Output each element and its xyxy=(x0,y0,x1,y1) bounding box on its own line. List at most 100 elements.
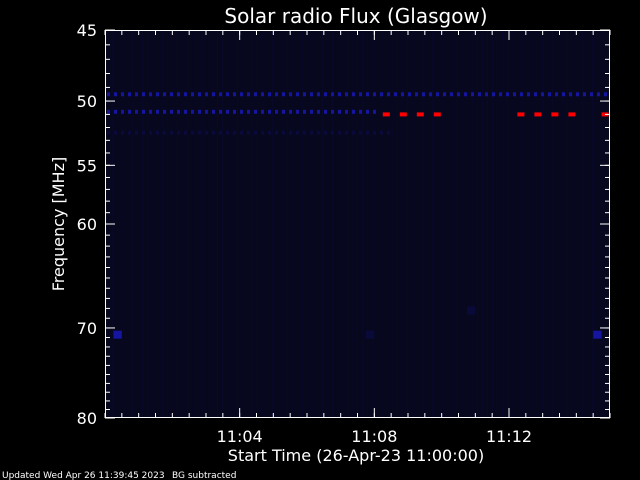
emission-band-segment xyxy=(233,109,236,114)
noise-streak xyxy=(297,31,298,417)
emission-band-segment xyxy=(170,92,173,97)
emission-band-segment xyxy=(135,109,138,114)
emission-band-segment xyxy=(177,109,180,114)
noise-streak xyxy=(347,31,348,417)
noise-streak xyxy=(157,31,158,417)
noise-streak xyxy=(367,31,368,417)
emission-band-segment xyxy=(317,130,320,135)
noise-streak xyxy=(162,31,163,417)
emission-band-segment xyxy=(303,109,306,114)
noise-streak xyxy=(182,31,183,417)
x-axis-label: Start Time (26-Apr-23 11:00:00) xyxy=(228,446,484,465)
noise-streak xyxy=(192,31,193,417)
emission-band-segment xyxy=(205,92,208,97)
noise-streak xyxy=(557,31,558,417)
emission-band-segment xyxy=(135,92,138,97)
noise-streak xyxy=(317,31,318,417)
emission-band-segment xyxy=(128,92,131,97)
emission-band-segment xyxy=(289,92,292,97)
emission-band-segment xyxy=(492,92,495,97)
noise-streak xyxy=(352,31,353,417)
noise-streak xyxy=(302,31,303,417)
emission-band-segment xyxy=(254,92,257,97)
y-axis: 45 50 55 60 70 80 xyxy=(77,21,610,428)
noise-streak xyxy=(227,31,228,417)
emission-band-segment xyxy=(324,130,327,135)
emission-band-segment xyxy=(282,109,285,114)
emission-band-segment xyxy=(387,92,390,97)
emission-band-segment xyxy=(296,109,299,114)
emission-band-segment xyxy=(163,109,166,114)
noise-streak xyxy=(567,31,568,417)
noise-streak xyxy=(292,31,293,417)
emission-band-segment xyxy=(464,92,467,97)
emission-band-segment xyxy=(436,92,439,97)
emission-band-segment xyxy=(198,109,201,114)
emission-band-segment xyxy=(268,109,271,114)
emission-band-segment xyxy=(247,92,250,97)
noise-streak xyxy=(322,31,323,417)
emission-band-segment xyxy=(177,92,180,97)
emission-band-segment xyxy=(366,92,369,97)
emission-band-segment xyxy=(226,130,229,135)
emission-band-segment xyxy=(331,109,334,114)
emission-band-segment xyxy=(310,92,313,97)
noise-streak xyxy=(432,31,433,417)
emission-band-segment xyxy=(268,92,271,97)
noise-streak xyxy=(177,31,178,417)
noise-streak xyxy=(132,31,133,417)
noise-streak xyxy=(532,31,533,417)
plot-background xyxy=(105,30,610,418)
emission-spot xyxy=(113,330,122,339)
emission-band-segment xyxy=(247,109,250,114)
emission-band-segment xyxy=(254,109,257,114)
emission-band-segment xyxy=(107,92,110,97)
noise-streak xyxy=(357,31,358,417)
emission-band-segment xyxy=(149,130,152,135)
noise-streak xyxy=(472,31,473,417)
emission-band-segment xyxy=(261,109,264,114)
emission-band-segment xyxy=(254,130,257,135)
noise-streak xyxy=(197,31,198,417)
emission-band-segment xyxy=(317,92,320,97)
emission-band-segment xyxy=(541,92,544,97)
emission-band-segment xyxy=(156,92,159,97)
noise-streak xyxy=(537,31,538,417)
emission-band-segment xyxy=(338,130,341,135)
emission-band-segment xyxy=(527,92,530,97)
emission-band-segment xyxy=(408,92,411,97)
emission-band-segment xyxy=(191,109,194,114)
noise-streak xyxy=(362,31,363,417)
emission-band-segment xyxy=(128,130,131,135)
emission-burst-segment xyxy=(433,112,441,117)
noise-streak xyxy=(262,31,263,417)
noise-streak xyxy=(582,31,583,417)
emission-band-segment xyxy=(597,92,600,97)
noise-streak xyxy=(402,31,403,417)
emission-band-segment xyxy=(373,92,376,97)
emission-band-segment xyxy=(205,130,208,135)
emission-band-segment xyxy=(296,92,299,97)
emission-band-segment xyxy=(352,92,355,97)
noise-streak xyxy=(307,31,308,417)
noise-streak xyxy=(332,31,333,417)
emission-band-segment xyxy=(513,92,516,97)
noise-streak xyxy=(477,31,478,417)
noise-streak xyxy=(552,31,553,417)
emission-band-segment xyxy=(324,92,327,97)
emission-band-segment xyxy=(135,130,138,135)
emission-band-segment xyxy=(198,92,201,97)
noise-streak xyxy=(422,31,423,417)
emission-band-segment xyxy=(142,109,145,114)
emission-band-segment xyxy=(359,130,362,135)
emission-band-segment xyxy=(233,130,236,135)
emission-band-segment xyxy=(219,109,222,114)
noise-streak xyxy=(337,31,338,417)
noise-streak xyxy=(547,31,548,417)
emission-spot xyxy=(365,330,375,339)
emission-band-segment xyxy=(345,130,348,135)
noise-streak xyxy=(452,31,453,417)
emission-band-segment xyxy=(282,92,285,97)
emission-band-segment xyxy=(576,92,579,97)
emission-band-segment xyxy=(359,109,362,114)
